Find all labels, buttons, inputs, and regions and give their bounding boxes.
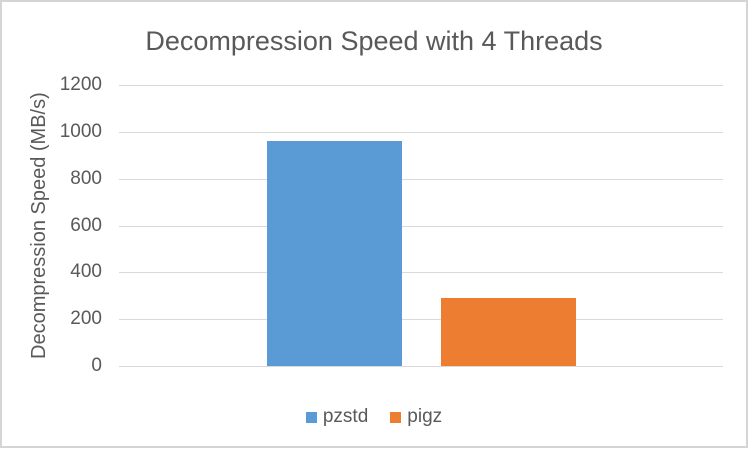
y-tick-label-800: 800	[70, 168, 102, 189]
gridline-200	[119, 319, 723, 320]
legend: pzstd pigz	[2, 406, 746, 428]
chart-title: Decompression Speed with 4 Threads	[145, 26, 603, 56]
gridline-800	[119, 179, 723, 180]
legend-label-pzstd: pzstd	[322, 406, 369, 427]
y-tick-label-1000: 1000	[59, 121, 102, 142]
y-tick-label-600: 600	[70, 215, 102, 236]
gridline-600	[119, 226, 723, 227]
gridline-0	[119, 366, 723, 367]
plot-area	[119, 85, 723, 367]
legend-item-pzstd: pzstd	[305, 406, 369, 428]
gridline-1000	[119, 132, 723, 133]
bar-pigz	[440, 298, 576, 366]
bar-pzstd	[266, 141, 402, 366]
legend-item-pigz: pigz	[390, 406, 442, 428]
y-tick-label-200: 200	[70, 308, 102, 329]
y-tick-label-400: 400	[70, 261, 102, 282]
gridline-400	[119, 272, 723, 273]
bars-row	[119, 85, 723, 366]
y-tick-label-0: 0	[91, 355, 102, 376]
legend-swatch-pigz	[390, 411, 402, 423]
legend-swatch-pzstd	[305, 411, 317, 423]
legend-label-pigz: pigz	[407, 406, 443, 427]
gridline-1200	[119, 85, 723, 86]
y-tick-label-1200: 1200	[59, 74, 102, 95]
